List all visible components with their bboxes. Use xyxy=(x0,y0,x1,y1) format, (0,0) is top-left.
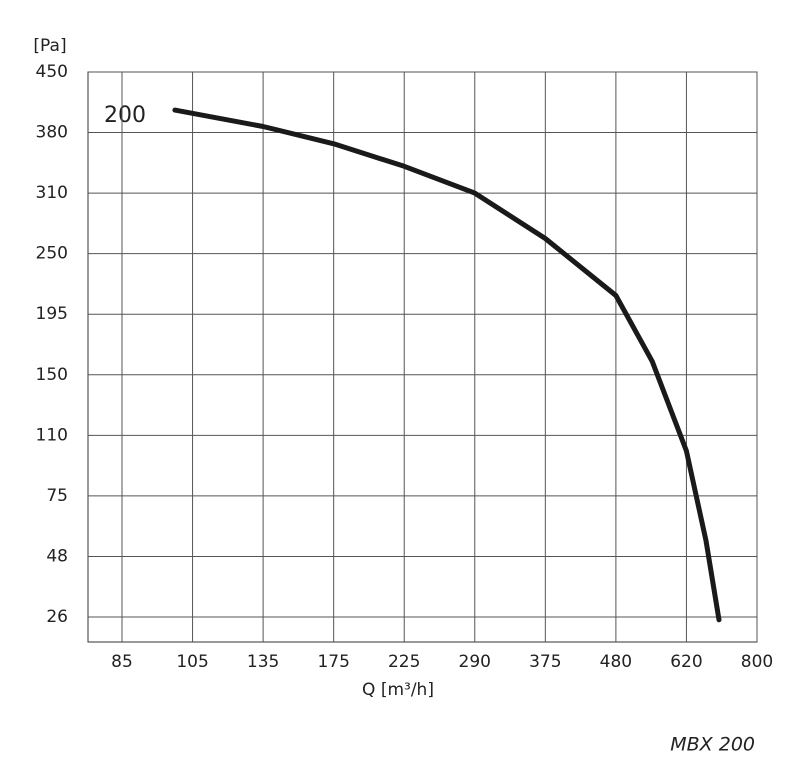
x-tick-label: 175 xyxy=(317,652,349,672)
y-tick-label: 380 xyxy=(36,123,68,143)
x-tick-label: 105 xyxy=(176,652,208,672)
x-tick-label: 290 xyxy=(459,652,491,672)
x-tick-label: 225 xyxy=(388,652,420,672)
y-tick-label: 450 xyxy=(36,62,68,82)
y-tick-label: 250 xyxy=(36,244,68,264)
x-tick-label: 480 xyxy=(600,652,632,672)
y-tick-label: 195 xyxy=(36,304,68,324)
y-tick-label: 75 xyxy=(46,486,68,506)
y-axis-label: [Pa] xyxy=(33,36,66,56)
x-tick-label: 620 xyxy=(670,652,702,672)
y-tick-label: 150 xyxy=(36,365,68,385)
curve xyxy=(172,107,722,623)
y-tick-label: 48 xyxy=(46,546,68,566)
y-tick-label: 310 xyxy=(36,183,68,203)
x-tick-label: 800 xyxy=(741,652,773,672)
y-tick-label: 26 xyxy=(46,607,68,627)
footer: MBX 200 xyxy=(670,734,755,756)
y-tick-label: 110 xyxy=(36,425,68,445)
x-axis-label: Q [m³/h] xyxy=(362,680,434,700)
x-tick-label: 85 xyxy=(111,652,133,672)
x-tick-label: 375 xyxy=(529,652,561,672)
x-tick-label: 135 xyxy=(247,652,279,672)
curve-label: 200 xyxy=(104,103,146,128)
